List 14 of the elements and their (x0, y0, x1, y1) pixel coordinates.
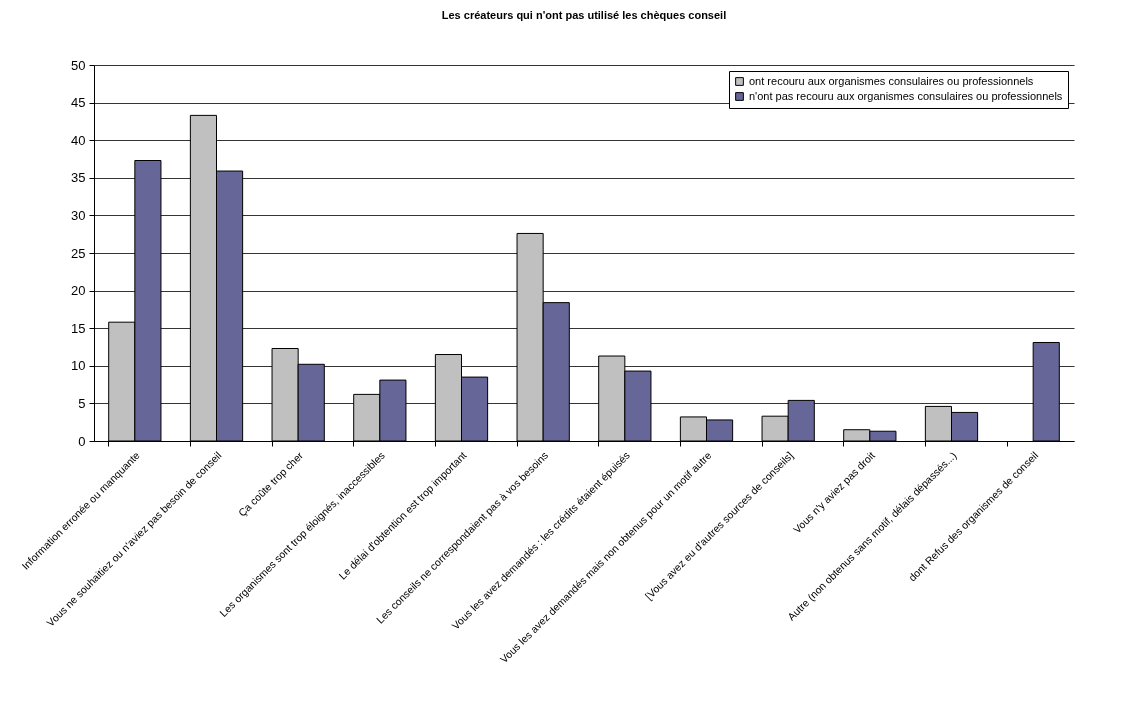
legend-label: ont recouru aux organismes consulaires ou professionnels (749, 74, 1034, 87)
y-tick-label: 50 (71, 57, 86, 73)
y-tick-label: 0 (78, 433, 86, 449)
y-tick-label: 20 (71, 283, 86, 299)
y-tick-label: 25 (71, 245, 86, 261)
y-tick-label: 40 (71, 132, 86, 148)
y-tick-label: 15 (71, 320, 86, 336)
y-tick-label: 30 (71, 207, 86, 223)
chart-title: Les créateurs qui n'ont pas utilisé les chèques conseil (441, 9, 727, 21)
y-tick-label: 5 (78, 395, 86, 411)
legend-label: n'ont pas recouru aux organismes consulaires ou professionnels (749, 89, 1063, 102)
y-tick-label: 45 (71, 95, 86, 111)
y-tick-label: 10 (71, 358, 86, 374)
y-tick-label: 35 (71, 170, 86, 186)
